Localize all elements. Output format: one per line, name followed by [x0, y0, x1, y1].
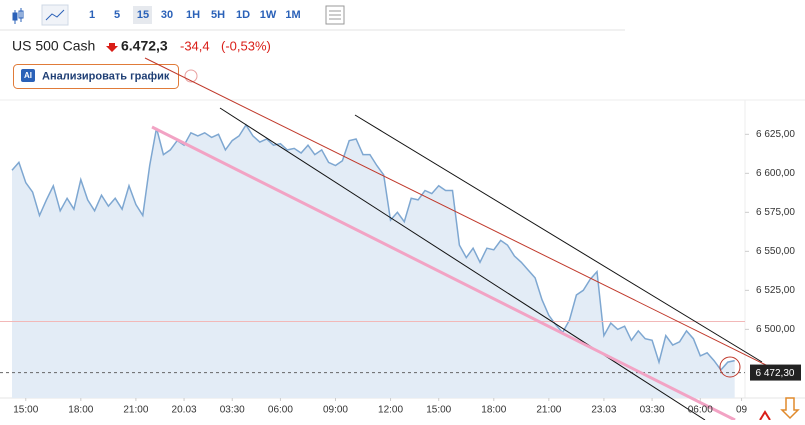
area-fill	[12, 125, 735, 398]
y-tick-label: 6 550,00	[756, 246, 795, 257]
analyze-label: Анализировать график	[42, 70, 170, 82]
y-tick-label: 6 500,00	[756, 324, 795, 335]
change-percent: (-0,53%)	[221, 38, 271, 53]
x-tick-label: 12:00	[378, 405, 403, 416]
instrument-name: US 500 Cash	[12, 38, 95, 54]
marker-circle	[719, 356, 741, 378]
last-price-label: 6 472,30	[756, 368, 795, 379]
x-tick-label: 03:30	[640, 405, 665, 416]
area-icon[interactable]	[41, 4, 69, 26]
interval-button[interactable]: 1H	[186, 9, 200, 21]
x-tick-label: 15:00	[426, 405, 451, 416]
ai-badge	[21, 69, 35, 82]
selected-interval	[133, 6, 152, 24]
interval-button[interactable]: 5	[114, 9, 120, 21]
interval-button[interactable]: 30	[161, 9, 173, 21]
interval-button[interactable]: 1	[89, 9, 95, 21]
ai-badge-text: AI	[24, 71, 32, 80]
x-tick-label: 06:00	[688, 405, 713, 416]
interval-button[interactable]: 1M	[285, 9, 300, 21]
x-tick-label: 21:00	[123, 405, 148, 416]
toolbar	[12, 4, 345, 26]
trend-line	[151, 125, 736, 422]
y-tick-label: 6 575,00	[756, 207, 795, 218]
nav-icon[interactable]	[759, 410, 771, 421]
y-tick-label: 6 600,00	[756, 168, 795, 179]
plot: Investing.com	[0, 123, 745, 398]
x-tick-label: 15:00	[13, 405, 38, 416]
x-tick-label: 18:00	[68, 405, 93, 416]
table-icon[interactable]	[325, 5, 345, 25]
trend-line	[354, 114, 763, 363]
drawings	[144, 57, 769, 422]
last-price-box	[750, 364, 801, 381]
price-line	[11, 123, 735, 372]
scroll-arrow[interactable]	[780, 397, 800, 420]
x-tick-label: 09	[736, 405, 748, 416]
interval-button[interactable]: 15	[137, 9, 149, 21]
trend-line	[219, 107, 706, 421]
price: 6.472,3	[121, 38, 168, 54]
x-tick-label: 03:30	[220, 405, 245, 416]
interval-button[interactable]: 1W	[260, 9, 277, 21]
x-tick-label: 18:00	[481, 405, 506, 416]
x-tick-label: 09:00	[323, 405, 348, 416]
interval-button[interactable]: 1D	[236, 9, 250, 21]
x-tick-label: 23.03	[591, 405, 616, 416]
change: -34,4	[180, 38, 210, 53]
y-tick-label: 6 525,00	[756, 285, 795, 296]
analyze-button[interactable]	[13, 64, 179, 89]
trend-line	[144, 57, 769, 367]
x-tick-label: 06:00	[268, 405, 293, 416]
x-tick-label: 20.03	[172, 405, 197, 416]
down-arrow	[106, 43, 118, 52]
interval-button[interactable]: 5H	[211, 9, 225, 21]
drawing-handle	[184, 69, 198, 83]
y-tick-label: 6 625,00	[756, 129, 795, 140]
x-tick-label: 21:00	[536, 405, 561, 416]
candlestick-icon[interactable]	[12, 8, 24, 24]
